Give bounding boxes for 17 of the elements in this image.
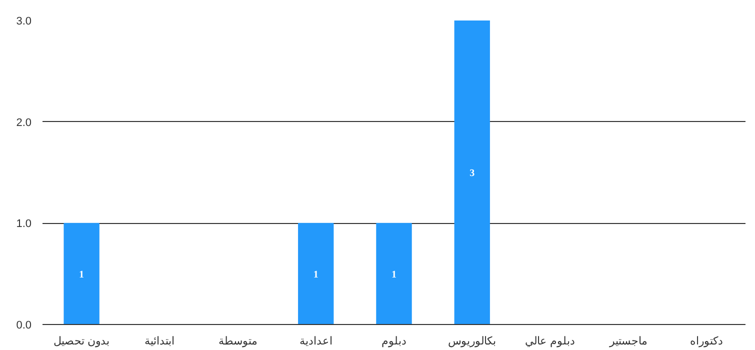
y-tick-label: 0.0 [16, 320, 32, 332]
x-tick-label: اعدادية [299, 336, 332, 348]
data-label: 1 [79, 269, 84, 280]
data-label: 1 [313, 269, 318, 280]
x-tick-label: ماجستير [608, 336, 648, 348]
x-tick-label: بكالوريوس [448, 336, 496, 348]
x-tick-label: متوسطة [218, 336, 258, 348]
x-tick-label: دبلوم [382, 336, 406, 348]
x-tick-label: دبلوم عالي [525, 336, 576, 348]
x-tick-label: دكتوراه [690, 336, 723, 348]
data-label: 3 [470, 168, 475, 179]
data-label: 1 [392, 269, 396, 280]
x-tick-label: ابتدائية [144, 336, 175, 348]
y-tick-label: 2.0 [16, 116, 32, 129]
x-tick-label: بدون تحصيل [54, 336, 110, 348]
y-tick-label: 1.0 [16, 218, 32, 230]
y-tick-label: 3.0 [16, 16, 32, 28]
